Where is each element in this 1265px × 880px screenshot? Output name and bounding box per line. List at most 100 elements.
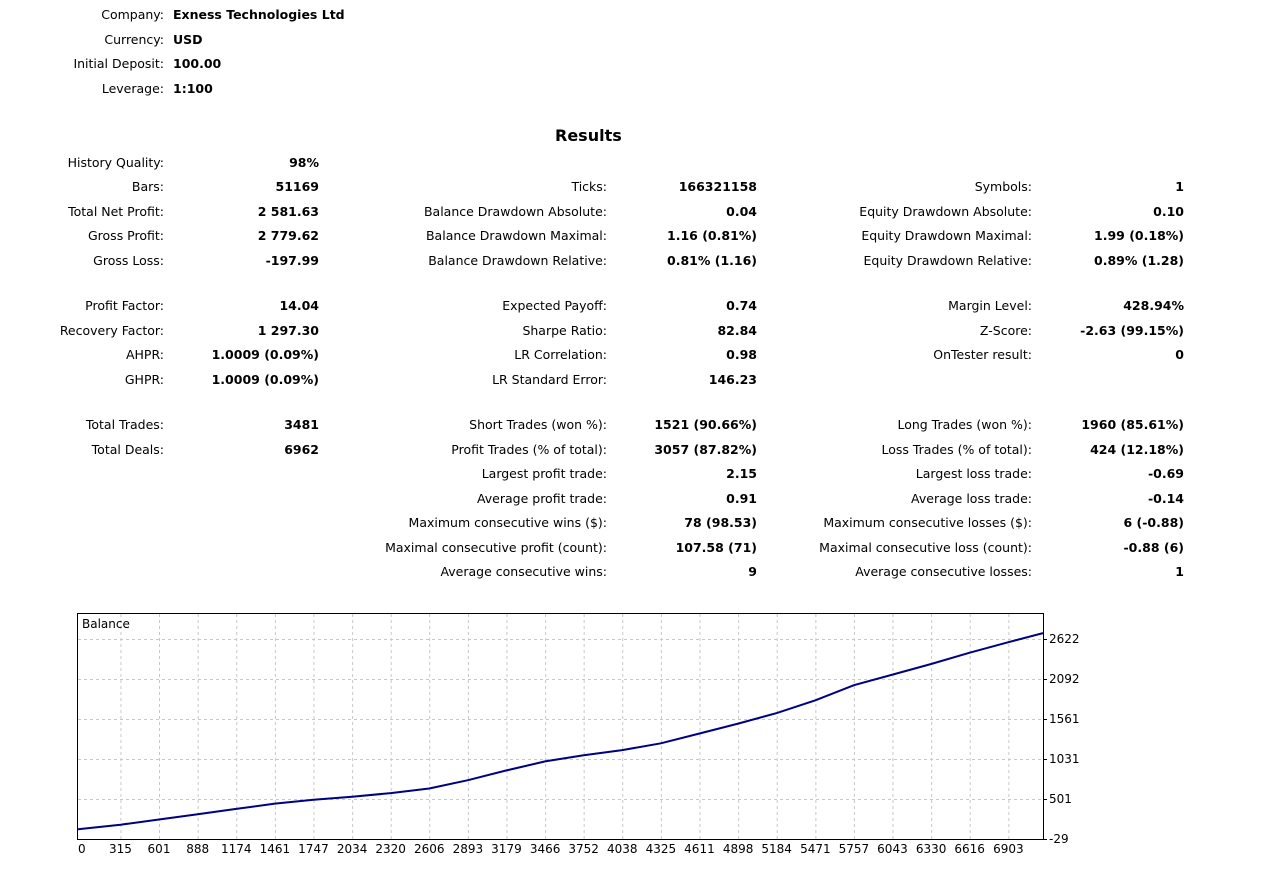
initial-deposit-value: 100.00 [173,56,222,71]
chart-grid [78,614,1043,839]
stat-label: Equity Drawdown Maximal: [861,228,1032,243]
stat-value: 51169 [275,179,320,194]
x-axis-ticks: 0 315 601 888 1174 1461 1747 2034 2320 2606 2893 31… [78,842,1024,856]
stat-value: 1 297.30 [257,323,319,338]
stat-label: Margin Level: [948,298,1032,313]
y-tick-label: -29 [1049,832,1069,846]
initial-deposit-label: Initial Deposit: [73,56,164,71]
stat-label: Gross Profit: [87,228,164,243]
stat-label: Gross Loss: [93,253,164,268]
stat-value: 6962 [284,442,319,457]
y-tick-label: 2622 [1049,632,1080,646]
stat-value: 0.98 [726,347,757,362]
stat-value: 0.89% (1.28) [1094,253,1184,268]
stat-label: Total Net Profit: [68,204,164,219]
stat-value: 1521 (90.66%) [654,417,757,432]
company-value: Exness Technologies Ltd [173,7,345,22]
x-tick-label: 2893 [453,842,484,856]
stat-label: Profit Trades (% of total): [451,442,607,457]
stat-label: Symbols: [974,179,1032,194]
stat-value: 1.0009 (0.09%) [211,347,319,362]
x-tick-label: 4325 [646,842,677,856]
stat-value: 166321158 [678,179,757,194]
stat-label: Average consecutive wins: [440,564,607,579]
stat-value: 1.0009 (0.09%) [211,372,319,387]
stat-label: Maximum consecutive losses ($): [823,515,1032,530]
x-tick-label: 315 [109,842,132,856]
stat-value: -2.63 (99.15%) [1080,323,1184,338]
chart-title: Balance [82,617,130,631]
x-tick-label: 3752 [568,842,599,856]
stat-label: Equity Drawdown Relative: [863,253,1032,268]
stat-label: Expected Payoff: [502,298,607,313]
stat-label: OnTester result: [933,347,1032,362]
stat-value: 3481 [284,417,319,432]
stat-value: -0.69 [1147,466,1184,481]
balance-line [77,632,1044,831]
chart-frame [77,613,1044,840]
leverage-label: Leverage: [101,81,164,96]
stat-value: 1 [1175,564,1184,579]
stat-label: History Quality: [67,155,164,170]
x-tick-label: 4611 [684,842,715,856]
stat-label: Loss Trades (% of total): [881,442,1032,457]
stat-value: 1 [1175,179,1184,194]
stat-label: LR Standard Error: [492,372,607,387]
x-tick-label: 6616 [954,842,985,856]
stat-label: Balance Drawdown Absolute: [423,204,607,219]
x-tick-label: 5471 [800,842,831,856]
stat-value: 0.10 [1153,204,1184,219]
stat-value: 107.58 (71) [675,540,757,555]
x-tick-label: 5757 [839,842,870,856]
stat-value: 1.16 (0.81%) [667,228,757,243]
x-tick-label: 601 [148,842,171,856]
stat-value: 14.04 [279,298,319,313]
company-label: Company: [101,7,164,22]
stat-label: Recovery Factor: [59,323,164,338]
stat-label: AHPR: [125,347,164,362]
stat-value: 0.04 [726,204,757,219]
stat-value: 0.81% (1.16) [667,253,757,268]
stat-value: 424 (12.18%) [1090,442,1184,457]
leverage-value: 1:100 [173,81,213,96]
stat-value: -197.99 [265,253,319,268]
stat-label: Z-Score: [979,323,1032,338]
stat-value: 2.15 [726,466,757,481]
stat-label: Largest loss trade: [915,466,1032,481]
stat-label: Balance Drawdown Relative: [428,253,607,268]
results-title: Results [555,126,622,145]
stat-value: 1.99 (0.18%) [1094,228,1184,243]
stat-value: 3057 (87.82%) [654,442,757,457]
x-tick-label: 1747 [298,842,329,856]
x-tick-label: 1174 [221,842,252,856]
y-axis-ticks: 2622 2092 1561 1031 501 -29 [1043,632,1080,846]
stat-label: Average profit trade: [476,491,607,506]
stat-value: 2 581.63 [257,204,319,219]
stat-label: Sharpe Ratio: [522,323,607,338]
stat-label: Maximal consecutive loss (count): [819,540,1032,555]
stat-label: Average loss trade: [911,491,1032,506]
stat-value: 82.84 [717,323,757,338]
currency-label: Currency: [104,32,164,47]
x-tick-label: 4038 [607,842,638,856]
stat-value: 98% [289,155,319,170]
x-tick-label: 6043 [877,842,908,856]
stat-label: Total Trades: [85,417,164,432]
y-tick-label: 501 [1049,792,1072,806]
stat-value: 2 779.62 [257,228,319,243]
stat-label: Short Trades (won %): [469,417,607,432]
stat-value: 0.74 [726,298,757,313]
stat-value: 146.23 [708,372,757,387]
x-tick-label: 2034 [337,842,368,856]
stat-label: Ticks: [571,179,607,194]
stat-value: 1960 (85.61%) [1081,417,1184,432]
stat-label: Total Deals: [91,442,164,457]
stat-label: Profit Factor: [85,298,164,313]
stat-label: Maximum consecutive wins ($): [408,515,607,530]
y-tick-label: 1031 [1049,752,1080,766]
stat-label: Maximal consecutive profit (count): [385,540,607,555]
y-tick-label: 1561 [1049,712,1080,726]
y-tick-label: 2092 [1049,672,1080,686]
x-tick-label: 0 [78,842,86,856]
